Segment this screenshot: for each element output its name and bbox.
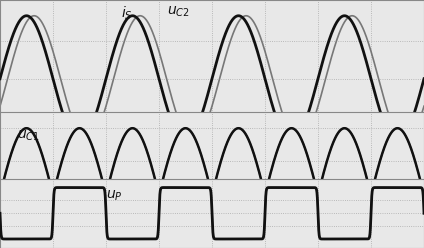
Text: $u_{C2}$: $u_{C2}$: [167, 5, 190, 19]
Text: $\it{i}_S$: $\it{i}_S$: [121, 5, 133, 22]
Text: $u_{C1}$: $u_{C1}$: [17, 128, 40, 143]
Text: $u_P$: $u_P$: [106, 189, 123, 203]
